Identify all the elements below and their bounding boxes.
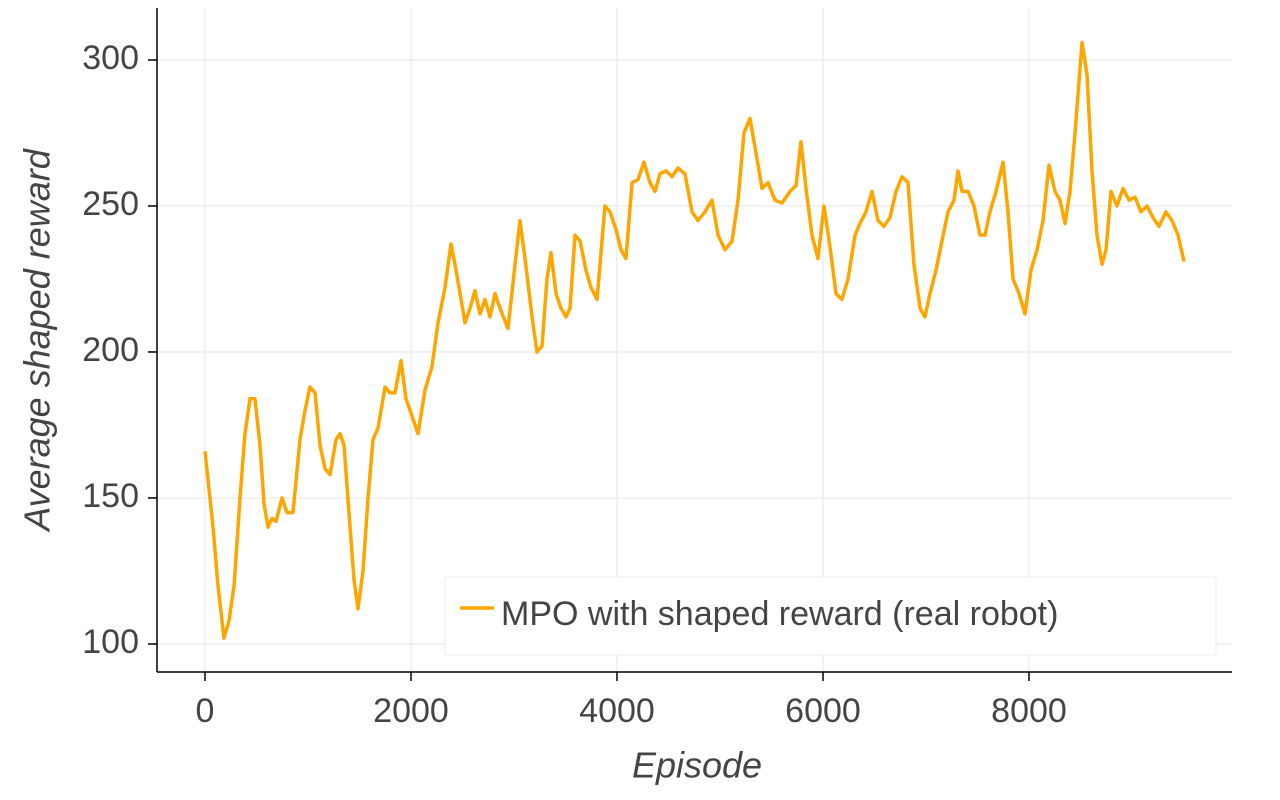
y-tick-label: 300 [82, 39, 139, 77]
grid [157, 8, 1232, 672]
y-tick-label: 100 [82, 623, 139, 661]
legend-box [444, 576, 1217, 656]
x-tick-label: 4000 [579, 692, 655, 730]
legend: MPO with shaped reward (real robot) [444, 576, 1217, 656]
y-tick-label: 250 [82, 185, 139, 223]
data-line [203, 40, 1186, 640]
x-tick-label: 0 [196, 692, 215, 730]
y-tick-label: 200 [82, 331, 139, 369]
x-tick-label: 8000 [991, 692, 1067, 730]
y-axis-label: Average shaped reward [17, 148, 58, 533]
x-tick-label: 6000 [785, 692, 861, 730]
legend-label: MPO with shaped reward (real robot) [501, 595, 1058, 633]
x-tick-label: 2000 [373, 692, 449, 730]
x-axis-label: Episode [632, 745, 762, 786]
y-tick-label: 150 [82, 477, 139, 515]
